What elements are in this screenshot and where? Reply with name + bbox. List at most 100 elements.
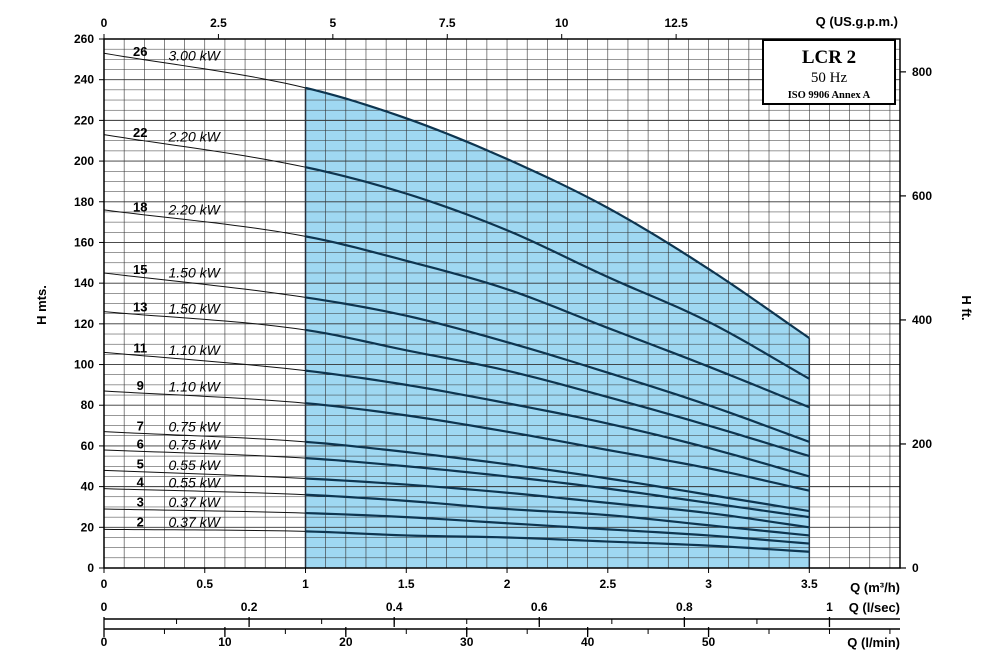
power-label-3: 0.37 kW	[168, 494, 221, 510]
secondary-tick-label: 0.2	[241, 600, 258, 614]
y-tick-label: 120	[74, 317, 94, 331]
power-label-5: 0.55 kW	[168, 457, 221, 473]
power-label-9: 1.10 kW	[168, 378, 221, 394]
top-tick-label: 10	[555, 16, 569, 30]
plot-frame	[103, 38, 901, 569]
curve-stage-2	[305, 530, 810, 553]
x-tick-label: 0.5	[196, 577, 213, 591]
y-tick-label: 40	[81, 480, 95, 494]
curve-stage-9	[305, 402, 810, 492]
curve-stage-26-thin	[103, 52, 306, 89]
curve-stage-7	[305, 440, 810, 513]
power-label-11: 1.10 kW	[168, 342, 221, 358]
curve-stage-3	[305, 511, 810, 545]
power-label-15: 1.50 kW	[168, 264, 221, 280]
x-axis-title: Q (m³/h)	[850, 580, 900, 595]
stage-label-15: 15	[133, 262, 147, 277]
x-tick-label: 1	[302, 577, 309, 591]
curve-stage-15	[305, 296, 810, 443]
curve-stage-3-thin	[103, 508, 306, 514]
stage-label-9: 9	[137, 378, 144, 393]
top-axis-title: Q (US.g.p.m.)	[816, 14, 898, 29]
curves-layer	[103, 52, 810, 553]
secondary-tick-label: 0.6	[531, 600, 548, 614]
x-tick-label: 3.5	[801, 577, 818, 591]
stage-label-7: 7	[137, 418, 144, 433]
secondary-tick-label: 0.4	[386, 600, 403, 614]
secondary-tick-label: 30	[460, 635, 474, 649]
curve-stage-11	[305, 369, 810, 478]
y2-axis-title: H ft.	[959, 295, 974, 320]
secondary-tick-label: 0	[101, 600, 108, 614]
curve-stage-26	[305, 86, 810, 339]
x-tick-label: 2.5	[599, 577, 616, 591]
y-tick-label: 100	[74, 358, 94, 372]
y-tick-label: 160	[74, 235, 94, 249]
stage-label-26: 26	[133, 44, 147, 59]
curve-stage-13	[305, 328, 810, 458]
curve-stage-22-thin	[103, 134, 306, 168]
curve-stage-6-thin	[103, 449, 306, 459]
curve-stage-5	[305, 477, 810, 529]
curve-stage-6	[305, 457, 810, 519]
lsec-axis-title: Q (l/sec)	[849, 600, 900, 615]
lmin-axis-title: Q (l/min)	[847, 635, 900, 650]
y2-tick-label: 200	[912, 437, 932, 451]
x-tick-label: 1.5	[398, 577, 415, 591]
y2-tick-label: 0	[912, 561, 919, 575]
power-label-4: 0.55 kW	[168, 474, 221, 490]
curve-stage-9-thin	[103, 390, 306, 404]
top-tick-label: 7.5	[439, 16, 456, 30]
secondary-tick-label: 10	[218, 635, 232, 649]
curve-stage-15-thin	[103, 272, 306, 298]
power-label-26: 3.00 kW	[168, 47, 221, 63]
secondary-tick-label: 0	[101, 635, 108, 649]
stage-label-6: 6	[137, 436, 144, 451]
power-label-13: 1.50 kW	[168, 301, 221, 317]
curve-stage-22	[305, 166, 810, 380]
stage-label-3: 3	[137, 495, 144, 510]
y2-tick-label: 600	[912, 189, 932, 203]
stage-label-11: 11	[133, 340, 147, 355]
y-axis-title: H mts.	[34, 285, 49, 325]
y-tick-label: 0	[87, 561, 94, 575]
legend-standard: ISO 9906 Annex A	[788, 90, 871, 101]
top-tick-label: 0	[101, 16, 108, 30]
secondary-tick-label: 40	[581, 635, 595, 649]
legend-frequency: 50 Hz	[811, 70, 848, 86]
curve-stage-5-thin	[103, 469, 306, 479]
curve-stage-7-thin	[103, 431, 306, 443]
stage-label-22: 22	[133, 125, 147, 140]
power-label-2: 0.37 kW	[168, 514, 221, 530]
y-tick-label: 140	[74, 276, 94, 290]
operating-range-layer	[304, 87, 811, 568]
top-tick-label: 2.5	[210, 16, 227, 30]
y-tick-label: 260	[74, 32, 94, 46]
top-tick-label: 12.5	[664, 16, 688, 30]
legend-frame	[762, 39, 896, 105]
y-tick-label: 200	[74, 154, 94, 168]
top-tick-label: 5	[330, 16, 337, 30]
stage-label-4: 4	[137, 475, 145, 490]
axes-layer: 0204060801001201401601802002202402600200…	[74, 16, 932, 649]
stage-label-2: 2	[137, 515, 144, 530]
curve-stage-18-thin	[103, 209, 306, 237]
power-label-6: 0.75 kW	[168, 436, 221, 452]
legend-title: LCR 2	[802, 47, 856, 68]
curve-stage-4-thin	[103, 488, 306, 496]
x-tick-label: 0	[101, 577, 108, 591]
power-label-7: 0.75 kW	[168, 419, 221, 435]
curve-stage-4	[305, 493, 810, 537]
secondary-tick-label: 0.8	[676, 600, 693, 614]
stage-label-18: 18	[133, 199, 147, 214]
y-tick-label: 20	[81, 520, 95, 534]
curve-stage-11-thin	[103, 351, 306, 372]
y2-tick-label: 400	[912, 313, 932, 327]
secondary-tick-label: 20	[339, 635, 353, 649]
y2-tick-label: 800	[912, 65, 932, 79]
legend-box: LCR 2 50 Hz ISO 9906 Annex A	[762, 39, 896, 105]
curve-stage-2-thin	[103, 528, 306, 532]
operating-range-area	[305, 87, 810, 568]
